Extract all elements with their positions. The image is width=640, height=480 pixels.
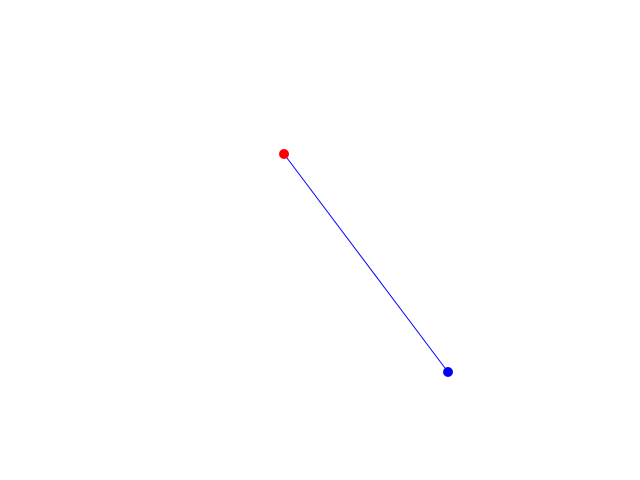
start-point-red xyxy=(279,149,289,159)
end-point-blue xyxy=(443,367,453,377)
connecting-line xyxy=(283,153,449,373)
